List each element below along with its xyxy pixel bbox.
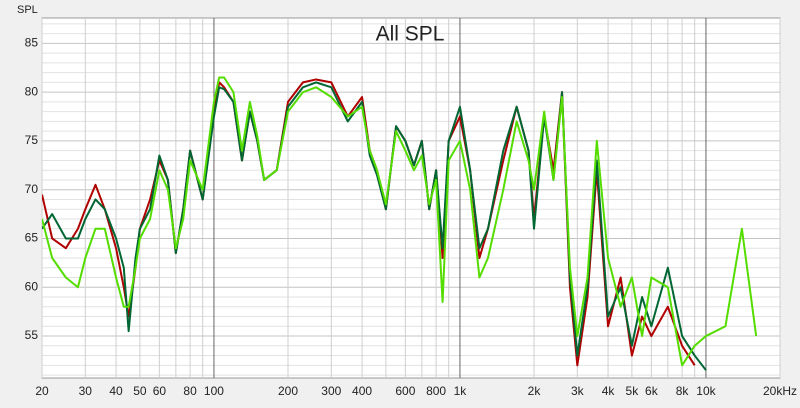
x-tick-label: 5k <box>626 384 640 398</box>
x-tick-label: 100 <box>204 384 224 398</box>
y-axis-label: SPL <box>17 4 38 16</box>
x-tick-label: 8k <box>676 384 690 398</box>
y-tick-label: 80 <box>25 84 39 98</box>
x-tick-label: 60 <box>153 384 167 398</box>
x-tick-label: 1k <box>454 384 468 398</box>
series-line <box>42 76 758 367</box>
x-tick-label: 20kHz <box>763 384 797 398</box>
y-tick-label: 75 <box>25 133 39 147</box>
x-tick-label: 80 <box>183 384 197 398</box>
x-tick-label: 2k <box>528 384 542 398</box>
x-tick-label: 4k <box>602 384 616 398</box>
series-line <box>42 81 707 371</box>
x-tick-label: 40 <box>109 384 123 398</box>
y-tick-label: 60 <box>25 279 39 293</box>
x-tick-label: 600 <box>395 384 415 398</box>
y-tick-label: 65 <box>25 231 39 245</box>
x-tick-label: 10k <box>696 384 716 398</box>
x-tick-label: 300 <box>321 384 341 398</box>
x-tick-label: 30 <box>79 384 93 398</box>
y-tick-label: 70 <box>25 182 39 196</box>
x-tick-label: 400 <box>352 384 372 398</box>
x-tick-label: 200 <box>278 384 298 398</box>
chart-title: All SPL <box>376 23 445 46</box>
x-tick-label: 50 <box>133 384 147 398</box>
y-tick-label: 55 <box>25 328 39 342</box>
x-tick-label: 6k <box>645 384 659 398</box>
x-tick-label: 20 <box>35 384 49 398</box>
y-tick-label: 85 <box>25 36 39 50</box>
x-tick-label: 3k <box>571 384 585 398</box>
plot-area <box>41 17 781 379</box>
x-tick-label: 800 <box>426 384 446 398</box>
